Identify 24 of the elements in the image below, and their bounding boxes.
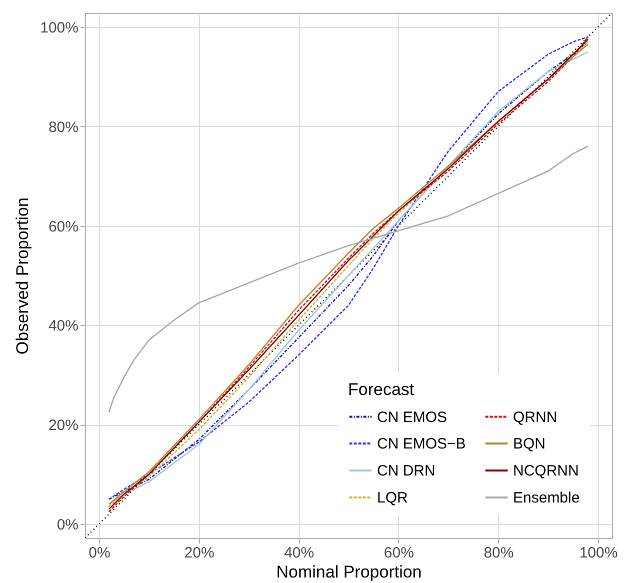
- line-series: [108, 146, 589, 413]
- legend-title: Forecast: [348, 380, 414, 399]
- legend-label: Ensemble: [513, 490, 580, 506]
- x-tick-label: 80%: [484, 544, 514, 562]
- legend-label: QRNN: [513, 408, 558, 426]
- y-tick-label: 0%: [56, 516, 78, 534]
- legend-label: BQN: [513, 436, 546, 452]
- x-tick-label: 40%: [284, 544, 314, 562]
- y-axis-title: Observed Proportion: [13, 198, 32, 354]
- x-axis-title: Nominal Proportion: [276, 562, 422, 582]
- legend-label: CN DRN: [377, 462, 436, 480]
- y-tick-label: 20%: [48, 417, 78, 434]
- y-tick-label: 80%: [48, 118, 78, 136]
- legend-label: LQR: [377, 490, 408, 506]
- x-tick-label: 20%: [184, 544, 214, 562]
- legend-label: CN EMOS−B: [377, 436, 466, 452]
- y-tick-label: 100%: [40, 19, 78, 36]
- legend-label: NCQRNN: [513, 462, 579, 480]
- y-tick-label: 40%: [48, 318, 78, 335]
- x-tick-label: 60%: [384, 544, 414, 562]
- x-tick-label: 0%: [88, 544, 110, 562]
- y-tick-label: 60%: [48, 218, 78, 236]
- x-tick-label: 100%: [579, 544, 618, 562]
- legend-label: CN EMOS: [377, 408, 448, 426]
